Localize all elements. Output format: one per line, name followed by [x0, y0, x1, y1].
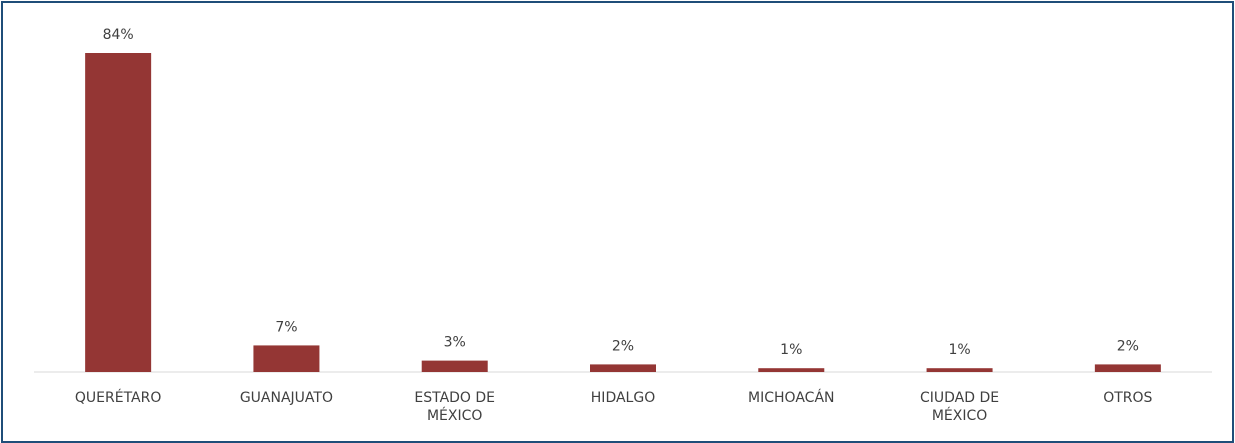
bar — [85, 53, 152, 372]
data-label: 2% — [1117, 338, 1139, 354]
data-label: 1% — [780, 342, 802, 358]
x-tick-label: OTROS — [1103, 390, 1153, 406]
bar — [590, 364, 656, 372]
x-tick-label: MICHOACÁN — [748, 390, 835, 406]
bar — [758, 368, 825, 372]
data-label: 3% — [444, 335, 466, 351]
data-label: 1% — [948, 342, 970, 358]
x-tick-label: CIUDAD DE MÉXICO — [920, 390, 1000, 424]
data-label: 84% — [103, 27, 134, 43]
x-tick-label: QUERÉTARO — [74, 390, 162, 406]
bar — [1094, 364, 1161, 372]
x-tick-label: ESTADO DE MÉXICO — [414, 390, 496, 424]
bar — [926, 368, 993, 372]
x-tick-label: HIDALGO — [590, 390, 656, 406]
data-label: 7% — [275, 319, 297, 335]
bar — [421, 360, 488, 372]
x-tick-label: GUANAJUATO — [239, 390, 333, 406]
data-label: 2% — [612, 338, 634, 354]
bar — [253, 345, 320, 372]
